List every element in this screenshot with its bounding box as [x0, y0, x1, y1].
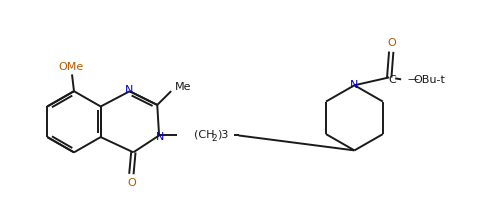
- Text: C: C: [388, 75, 396, 85]
- Text: N: N: [350, 80, 359, 90]
- Text: OBu-t: OBu-t: [413, 75, 445, 85]
- Text: O: O: [127, 178, 136, 188]
- Text: N: N: [124, 85, 133, 95]
- Text: N: N: [156, 133, 164, 142]
- Text: (CH: (CH: [194, 130, 214, 139]
- Text: O: O: [388, 38, 396, 48]
- Text: OMe: OMe: [58, 62, 83, 72]
- Text: )3: )3: [217, 130, 228, 139]
- Text: 2: 2: [212, 134, 217, 143]
- Text: —: —: [407, 74, 418, 84]
- Text: Me: Me: [175, 82, 191, 92]
